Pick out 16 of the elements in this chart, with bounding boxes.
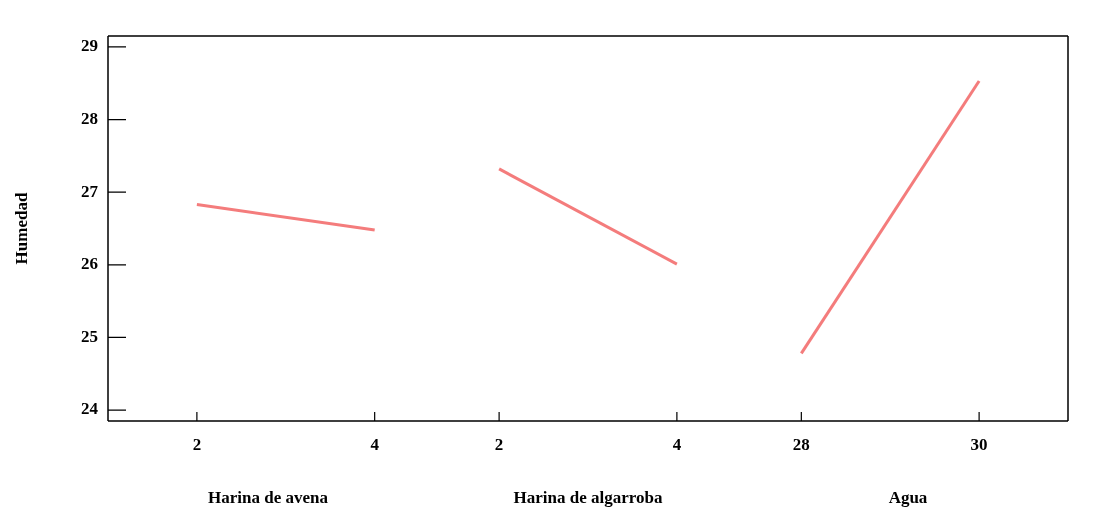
y-tick-label: 24 [81,399,99,419]
x-tick-label: 28 [792,434,810,454]
x-tick-label: 4 [672,434,682,454]
x-axis-title: Agua [888,488,928,508]
x-tick-label: 30 [970,434,988,454]
y-tick-label: 28 [81,108,98,128]
x-tick-label: 4 [370,434,380,454]
x-axis-title: Harina de algarroba [513,488,663,508]
y-tick-label: 27 [81,181,99,201]
y-tick-label: 25 [81,326,98,346]
x-axis-title: Harina de avena [208,488,329,508]
y-tick-label: 26 [81,254,98,274]
y-axis-title: Humedad [11,192,31,265]
x-tick-label: 2 [192,434,202,454]
y-tick-label: 29 [81,36,98,56]
x-tick-label: 2 [494,434,504,454]
